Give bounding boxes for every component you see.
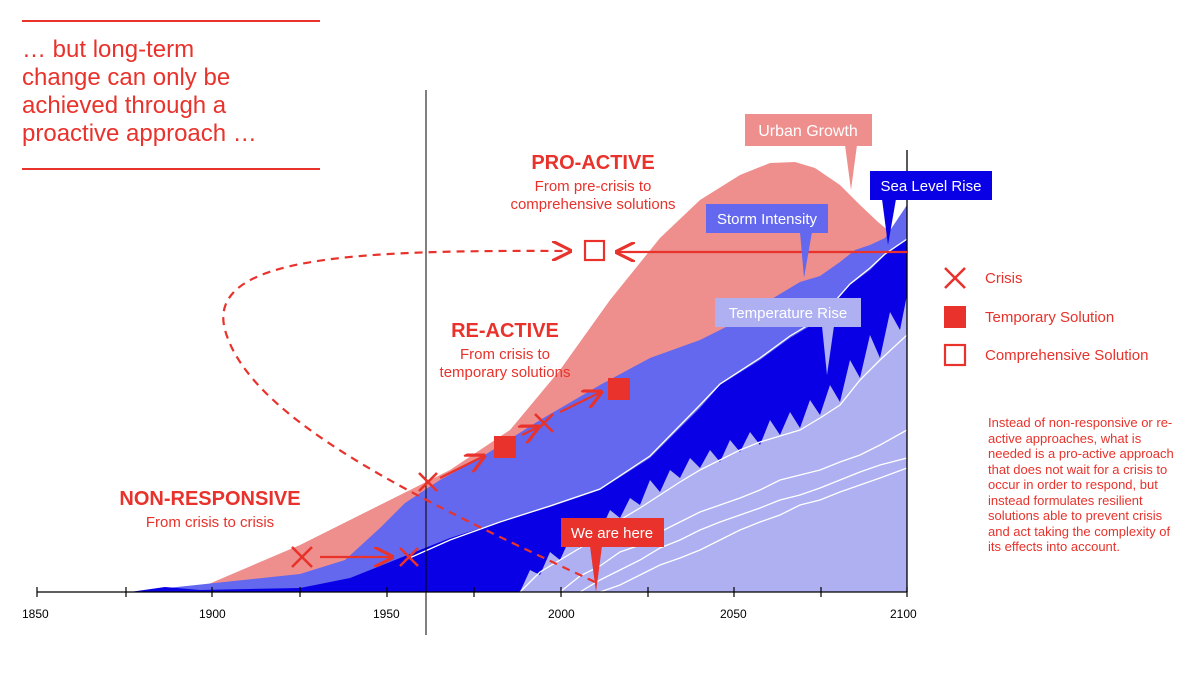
stage-subtitle-pro-active: From pre-crisis to comprehensive solutio… bbox=[510, 178, 676, 213]
series-lines bbox=[404, 238, 908, 593]
temperature-line-2 bbox=[559, 429, 908, 593]
sea-level-rise-label: Sea Level Rise bbox=[881, 178, 982, 195]
arrow-ra-2 bbox=[522, 427, 538, 435]
we-are-here-label: We are here bbox=[571, 525, 653, 542]
temperature-line-4 bbox=[599, 467, 908, 593]
stage-title-re-active: RE-ACTIVE bbox=[451, 320, 559, 342]
crisis-marks bbox=[291, 413, 554, 568]
crisis-arrows bbox=[320, 252, 907, 557]
crisis-mark bbox=[418, 472, 438, 492]
storm-intensity-label: Storm Intensity bbox=[717, 211, 818, 228]
urban-growth-callout: Urban Growth bbox=[745, 114, 872, 190]
headline-bottom-rule bbox=[22, 168, 320, 170]
temporary-solution-mark bbox=[608, 378, 630, 400]
stage-title-non-responsive: NON-RESPONSIVE bbox=[119, 488, 301, 510]
temperature-rise-label: Temperature Rise bbox=[729, 305, 847, 322]
storm-intensity-callout: Storm Intensity bbox=[706, 204, 828, 278]
sea-level-rise-callout: Sea Level Rise bbox=[870, 171, 992, 245]
x-tick-label-2050: 2050 bbox=[720, 607, 747, 621]
x-axis-ticks bbox=[36, 587, 908, 597]
explanatory-note: Instead of non-responsive or re-active a… bbox=[988, 415, 1174, 554]
dashed-loop-arrow bbox=[222, 251, 596, 583]
x-tick-label-1950: 1950 bbox=[373, 607, 400, 621]
crisis-mark bbox=[534, 413, 554, 433]
arrow-ra-1 bbox=[439, 456, 484, 479]
x-tick-label-2100: 2100 bbox=[890, 607, 917, 621]
stage-subtitle-re-active: From crisis to temporary solutions bbox=[439, 346, 571, 381]
temperature-line-3 bbox=[579, 457, 908, 593]
legend-label-temporary-solution: Temporary Solution bbox=[985, 309, 1115, 326]
we-are-here-callout: We are here bbox=[561, 518, 664, 592]
x-tick-label-1900: 1900 bbox=[199, 607, 226, 621]
temperature-rise-callout: Temperature Rise bbox=[715, 298, 861, 375]
crisis-mark bbox=[291, 546, 313, 568]
x-tick-label-1850: 1850 bbox=[22, 607, 49, 621]
legend-label-comprehensive-solution: Comprehensive Solution bbox=[985, 347, 1149, 364]
urban-growth-label: Urban Growth bbox=[758, 123, 858, 140]
temperature-rise-area bbox=[520, 295, 907, 592]
headline-top-rule bbox=[22, 20, 320, 22]
stage-subtitle-non-responsive: From crisis to crisis bbox=[145, 514, 275, 531]
legend-label-crisis: Crisis bbox=[985, 270, 1023, 287]
crisis-mark bbox=[399, 547, 419, 567]
temporary-solution-mark bbox=[494, 436, 516, 458]
comprehensive-solution-mark bbox=[583, 239, 606, 262]
storm-intensity-boundary-line bbox=[404, 238, 908, 561]
stage-title-pro-active: PRO-ACTIVE bbox=[531, 152, 655, 174]
legend-crisis-icon bbox=[944, 267, 966, 289]
legend-temporary-solution-icon bbox=[944, 306, 966, 328]
arrow-ra-3 bbox=[559, 392, 601, 413]
headline: … but long-term change can only be achie… bbox=[22, 36, 257, 147]
x-tick-label-2000: 2000 bbox=[548, 607, 575, 621]
legend-comprehensive-solution-icon bbox=[943, 343, 967, 367]
